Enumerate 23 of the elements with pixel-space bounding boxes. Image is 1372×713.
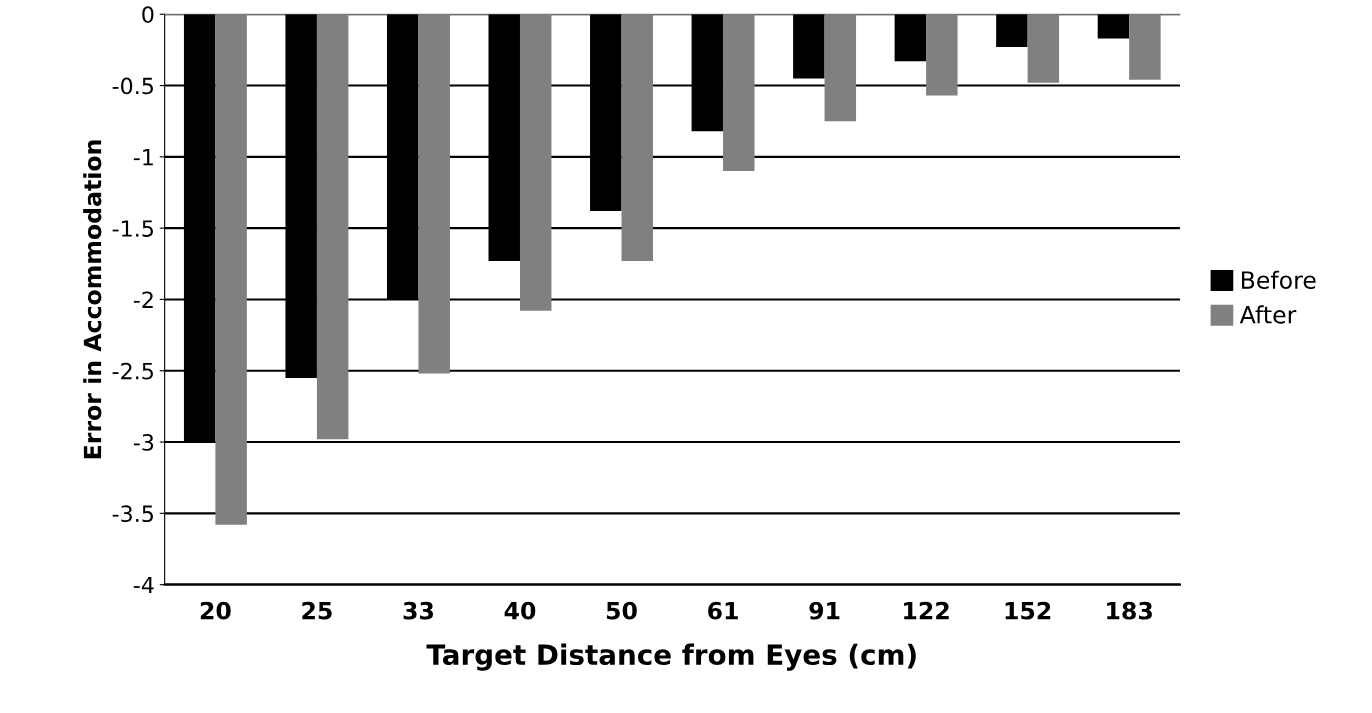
y-tick-label: -0.5 [112, 77, 153, 95]
legend-label: After [1239, 305, 1297, 324]
y-tick-label: -3 [133, 434, 154, 451]
legend-label: Before [1241, 270, 1316, 289]
x-tick-label: 152 [1005, 601, 1051, 620]
x-tick-label: 91 [809, 601, 840, 620]
y-tick-label: -2.5 [112, 362, 153, 380]
x-tick-label: 20 [200, 601, 231, 620]
y-tick-label: -1.5 [112, 220, 153, 237]
x-tick-label: 50 [606, 601, 637, 620]
x-tick-label: 183 [1107, 601, 1152, 620]
y-axis-title: Error in Accommodation [83, 140, 102, 459]
y-tick-label: -2 [133, 291, 153, 308]
y-tick-label: -1 [133, 149, 153, 166]
x-tick-label: 33 [403, 601, 434, 620]
y-tick-label: 0 [142, 6, 154, 24]
x-tick-label: 122 [904, 601, 949, 620]
x-tick-label: 61 [708, 601, 738, 620]
x-axis-title: Target Distance from Eyes (cm) [426, 643, 916, 671]
x-tick-label: 25 [302, 601, 332, 620]
y-tick-label: -3.5 [112, 505, 153, 523]
y-tick-label: -4 [133, 576, 154, 594]
x-tick-label: 40 [504, 601, 536, 620]
